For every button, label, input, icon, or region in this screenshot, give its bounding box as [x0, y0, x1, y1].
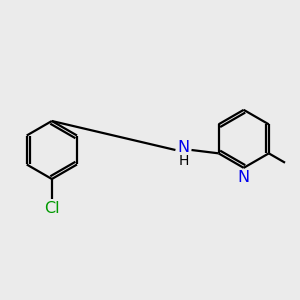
Text: H: H [178, 154, 189, 168]
Text: N: N [177, 140, 190, 155]
Text: N: N [238, 169, 250, 184]
Text: Cl: Cl [44, 201, 60, 216]
